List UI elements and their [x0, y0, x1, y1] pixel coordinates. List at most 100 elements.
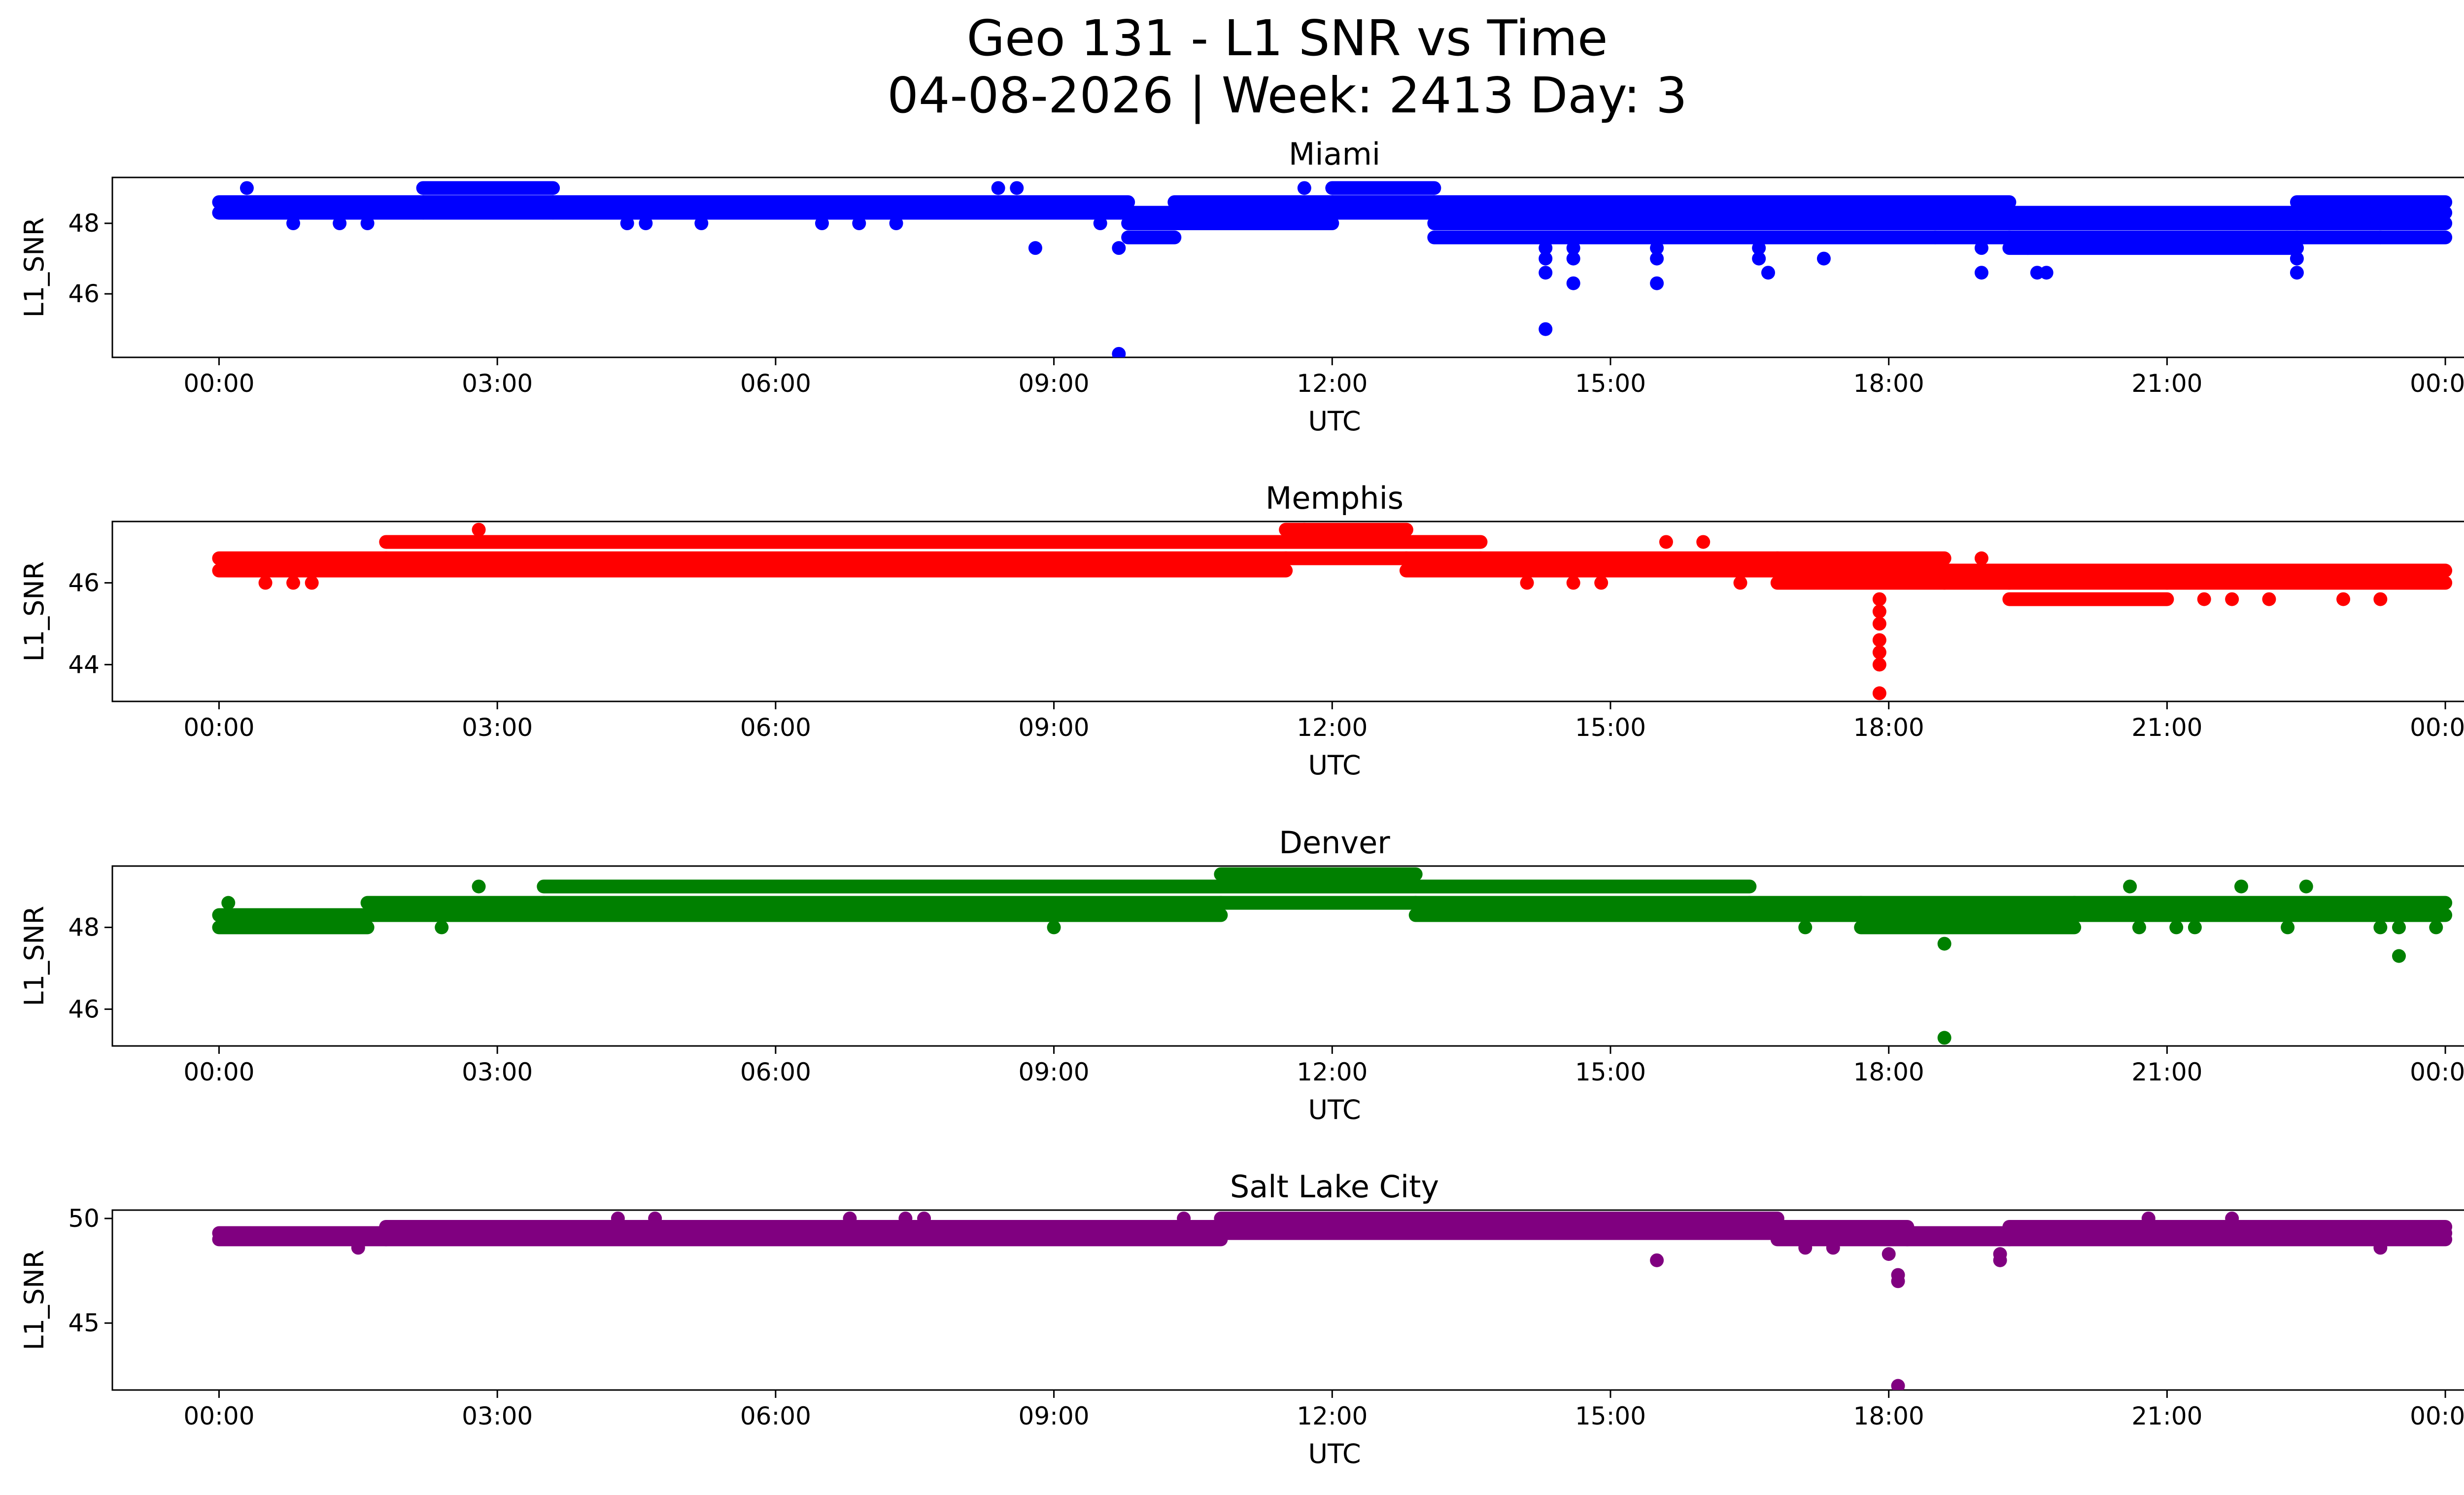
data-point-band [1399, 535, 1488, 549]
data-point [898, 1211, 913, 1225]
data-point [1882, 1247, 1896, 1261]
data-point-band [1770, 563, 1951, 578]
data-point [1650, 251, 1664, 266]
x-tick-label: 21:00 [2131, 1402, 2202, 1430]
x-tick-label: 09:00 [1019, 1058, 1090, 1086]
data-point [1798, 1241, 1813, 1255]
data-point-band [360, 896, 551, 910]
data-point [1028, 241, 1042, 255]
data-point [1093, 216, 1107, 231]
data-point-band [1214, 1211, 1784, 1225]
data-point-band [2002, 576, 2174, 590]
subplot-title: Denver [1279, 825, 1390, 861]
data-point [472, 522, 486, 537]
data-point-band [546, 195, 1135, 209]
data-point [1752, 251, 1766, 266]
data-point-band [1854, 920, 2082, 935]
data-point [2234, 879, 2248, 894]
data-point [1520, 576, 1534, 590]
subplot-title: Salt Lake City [1230, 1169, 1439, 1205]
x-tick-label: 09:00 [1019, 369, 1090, 398]
x-tick-label: 15:00 [1575, 713, 1646, 742]
data-point-band [360, 908, 551, 922]
x-tick-label: 00:00 [2410, 713, 2464, 742]
data-point [1075, 563, 1089, 578]
data-point-band [1473, 551, 1784, 565]
x-tick-label: 12:00 [1297, 713, 1368, 742]
data-point-band [416, 195, 560, 209]
data-point-band [1279, 522, 1413, 537]
series-points [212, 1211, 2453, 1390]
data-point-band [2002, 230, 2304, 244]
data-point [1872, 686, 1886, 700]
data-point-band [537, 879, 1228, 894]
data-point [1752, 241, 1766, 255]
data-point [1872, 633, 1886, 647]
data-point [1010, 181, 1024, 195]
data-point-band [212, 920, 375, 935]
data-point [1297, 181, 1311, 195]
x-tick-label: 00:00 [183, 369, 254, 398]
x-tick-label: 21:00 [2131, 369, 2202, 398]
data-point-band [379, 551, 1293, 565]
data-point-band [1900, 1226, 2017, 1240]
panel-memphis: Memphis 00:00 03:00 06:00 09:00 12:00 15:00 18:… [19, 480, 2464, 781]
data-point-band [537, 896, 1228, 910]
figure-title-line2: 04-08-2026 | Week: 2413 Day: 3 [887, 67, 1687, 124]
x-tick-label: 00:00 [2410, 369, 2464, 398]
data-point-band [1408, 896, 1757, 910]
data-point-band [1854, 908, 2082, 922]
data-point [1566, 276, 1580, 290]
data-point [2225, 1211, 2239, 1225]
data-point-band [1770, 1219, 1915, 1234]
data-point [2188, 920, 2202, 935]
data-point [2290, 241, 2304, 255]
data-point [1539, 241, 1553, 255]
panel-salt-lake-city: Salt Lake City 00:00 03:00 06:00 09:00 12:00 1… [19, 1169, 2464, 1469]
x-tick-label: 09:00 [1019, 713, 1090, 742]
data-point [991, 181, 1005, 195]
data-point-band [2002, 216, 2304, 231]
data-point [1872, 645, 1886, 660]
x-tick-label: 15:00 [1575, 1402, 1646, 1430]
series-points [212, 181, 2453, 357]
x-tick-label: 00:00 [2410, 1402, 2464, 1430]
data-point-band [379, 535, 1293, 549]
x-axis-label: UTC [1308, 1094, 1361, 1125]
data-point-band [379, 1219, 1228, 1234]
data-point [2290, 266, 2304, 280]
data-point-band [2290, 216, 2453, 231]
data-point [815, 216, 829, 231]
data-point [852, 216, 866, 231]
data-point [1937, 937, 1951, 951]
data-point [1177, 1211, 1191, 1225]
data-point [351, 1241, 365, 1255]
series-points [212, 867, 2453, 1045]
data-point-band [2067, 896, 2453, 910]
data-point-band [2290, 206, 2453, 220]
x-tick-label: 12:00 [1297, 1402, 1368, 1430]
data-point [2429, 920, 2443, 935]
data-point [2021, 241, 2035, 255]
data-point [1798, 920, 1813, 935]
data-point-band [2067, 908, 2453, 922]
data-point [1816, 251, 1831, 266]
series-points [212, 522, 2453, 700]
data-point [1566, 576, 1580, 590]
data-point-band [1743, 908, 1868, 922]
x-tick-label: 18:00 [1853, 713, 1924, 742]
data-point-band [1279, 551, 1413, 565]
data-point-band [2160, 563, 2453, 578]
x-tick-label: 06:00 [740, 369, 811, 398]
data-point [648, 1211, 662, 1225]
data-point-band [416, 181, 560, 195]
data-point-band [1743, 896, 1868, 910]
x-tick-label: 00:00 [183, 1058, 254, 1086]
data-point [2373, 592, 2388, 606]
data-point-band [1427, 216, 2017, 231]
data-point [1872, 592, 1886, 606]
data-point-band [1214, 896, 1423, 910]
y-tick-label: 50 [68, 1204, 100, 1233]
x-tick-label: 03:00 [462, 1402, 533, 1430]
data-point [2141, 1211, 2156, 1225]
